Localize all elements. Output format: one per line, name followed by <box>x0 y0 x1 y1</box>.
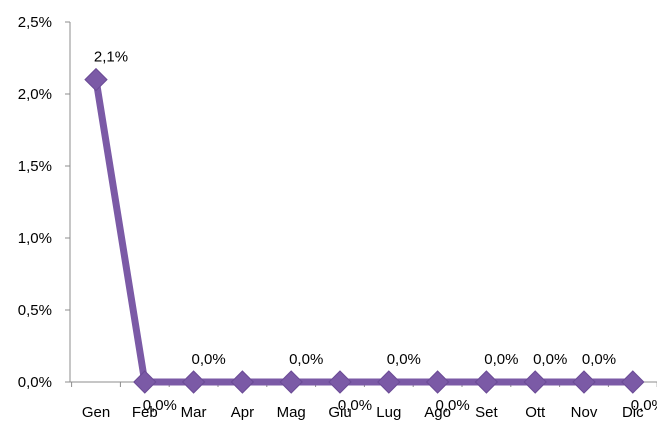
x-tick-label: Ago <box>424 404 451 421</box>
x-tick-label: Nov <box>571 404 598 421</box>
axes <box>65 21 657 387</box>
data-point-marker <box>425 370 450 394</box>
y-tick-label: 1,5% <box>18 158 52 175</box>
data-labels: 2,1% 0,0% 0,0% 0,0% 0,0% 0,0% 0,0% 0,0% 0,0% 0,0%… <box>94 49 657 414</box>
data-point-marker <box>279 370 303 394</box>
x-tick-label: Set <box>475 404 498 421</box>
data-point-marker <box>621 370 645 394</box>
y-tick-label: 0,0% <box>18 374 52 391</box>
x-tick-label: Feb <box>132 404 158 421</box>
data-label: 0,0% <box>484 351 518 368</box>
data-label: 0,0% <box>387 351 421 368</box>
x-tick-label: Giu <box>328 404 351 421</box>
y-tick-label: 0,5% <box>18 302 52 319</box>
data-label: 0,0% <box>435 397 469 414</box>
data-label: 2,1% <box>94 49 128 66</box>
data-point-marker <box>328 370 352 394</box>
data-point-marker <box>133 370 157 394</box>
x-tick-label: Lug <box>376 404 401 421</box>
x-tick-label: Ott <box>525 404 546 421</box>
x-axis-tick-labels: Gen Feb Mar Apr Mag Giu Lug Ago Set Ott Nov Dic <box>82 404 644 421</box>
y-tick-label: 1,0% <box>18 230 52 247</box>
data-point-marker <box>523 370 547 394</box>
data-label: 0,0% <box>631 397 657 414</box>
x-tick-label: Mag <box>277 404 306 421</box>
data-point-marker <box>181 370 206 394</box>
data-point-marker <box>474 370 499 394</box>
x-tick-label: Dic <box>622 404 644 421</box>
series-line-group <box>92 76 637 386</box>
series-markers <box>84 67 645 394</box>
data-label: 0,0% <box>191 351 225 368</box>
data-point-marker <box>230 370 255 394</box>
y-axis-tick-labels: 0,0% 0,5% 1,0% 1,5% 2,0% 2,5% <box>18 14 52 391</box>
data-point-marker <box>572 370 596 394</box>
data-label: 0,0% <box>289 351 323 368</box>
data-label: 0,0% <box>582 351 616 368</box>
x-tick-label: Gen <box>82 404 110 421</box>
y-tick-label: 2,0% <box>18 86 52 103</box>
data-point-marker <box>84 67 108 92</box>
data-label: 0,0% <box>533 351 567 368</box>
x-tick-label: Mar <box>181 404 207 421</box>
y-tick-label: 2,5% <box>18 14 52 31</box>
data-point-marker <box>377 370 401 394</box>
data-label: 0,0% <box>143 397 177 414</box>
series-line <box>92 76 637 386</box>
x-tick-label: Apr <box>231 404 254 421</box>
data-label: 0,0% <box>338 397 372 414</box>
